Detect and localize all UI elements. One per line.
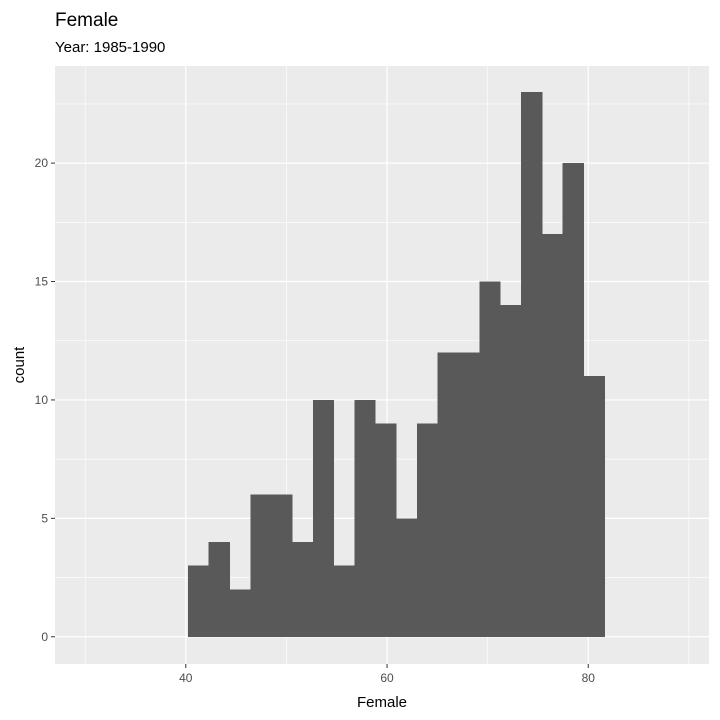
- y-tick-label: 0: [41, 630, 48, 644]
- y-axis-title: count: [11, 346, 28, 384]
- histogram-bar: [354, 399, 376, 637]
- x-axis-title: Female: [357, 694, 407, 711]
- histogram-bar: [333, 565, 355, 637]
- histogram-bar: [250, 494, 272, 637]
- x-tick-label: 60: [380, 671, 394, 685]
- histogram-bar: [187, 565, 210, 637]
- histogram-bar: [291, 542, 314, 637]
- y-tick-label: 15: [35, 275, 49, 289]
- x-tick-label: 80: [582, 671, 596, 685]
- histogram-bar: [375, 423, 397, 637]
- histogram-bar: [396, 518, 418, 637]
- chart-subtitle: Year: 1985-1990: [55, 39, 165, 56]
- y-tick-label: 10: [35, 393, 49, 407]
- histogram-bar: [271, 494, 293, 637]
- histogram-bar: [229, 589, 251, 637]
- histogram-bar: [521, 92, 543, 637]
- x-axis: 40 60 80: [179, 664, 595, 685]
- histogram-bar: [208, 542, 230, 637]
- histogram-bar: [500, 305, 522, 637]
- histogram-bar: [583, 376, 605, 637]
- histogram-bar: [479, 281, 501, 637]
- histogram-bar: [416, 423, 439, 637]
- histogram-bar: [437, 352, 459, 637]
- histogram-bars: [187, 92, 605, 637]
- histogram-bar: [562, 163, 584, 637]
- y-tick-label: 5: [41, 511, 48, 525]
- histogram-bar: [458, 352, 480, 637]
- x-tick-label: 40: [179, 671, 193, 685]
- histogram-bar: [312, 399, 335, 637]
- y-axis: 0 5 10 15 20: [35, 156, 55, 644]
- chart-title: Female: [55, 10, 118, 31]
- histogram-bar: [541, 234, 564, 637]
- y-tick-label: 20: [35, 156, 49, 170]
